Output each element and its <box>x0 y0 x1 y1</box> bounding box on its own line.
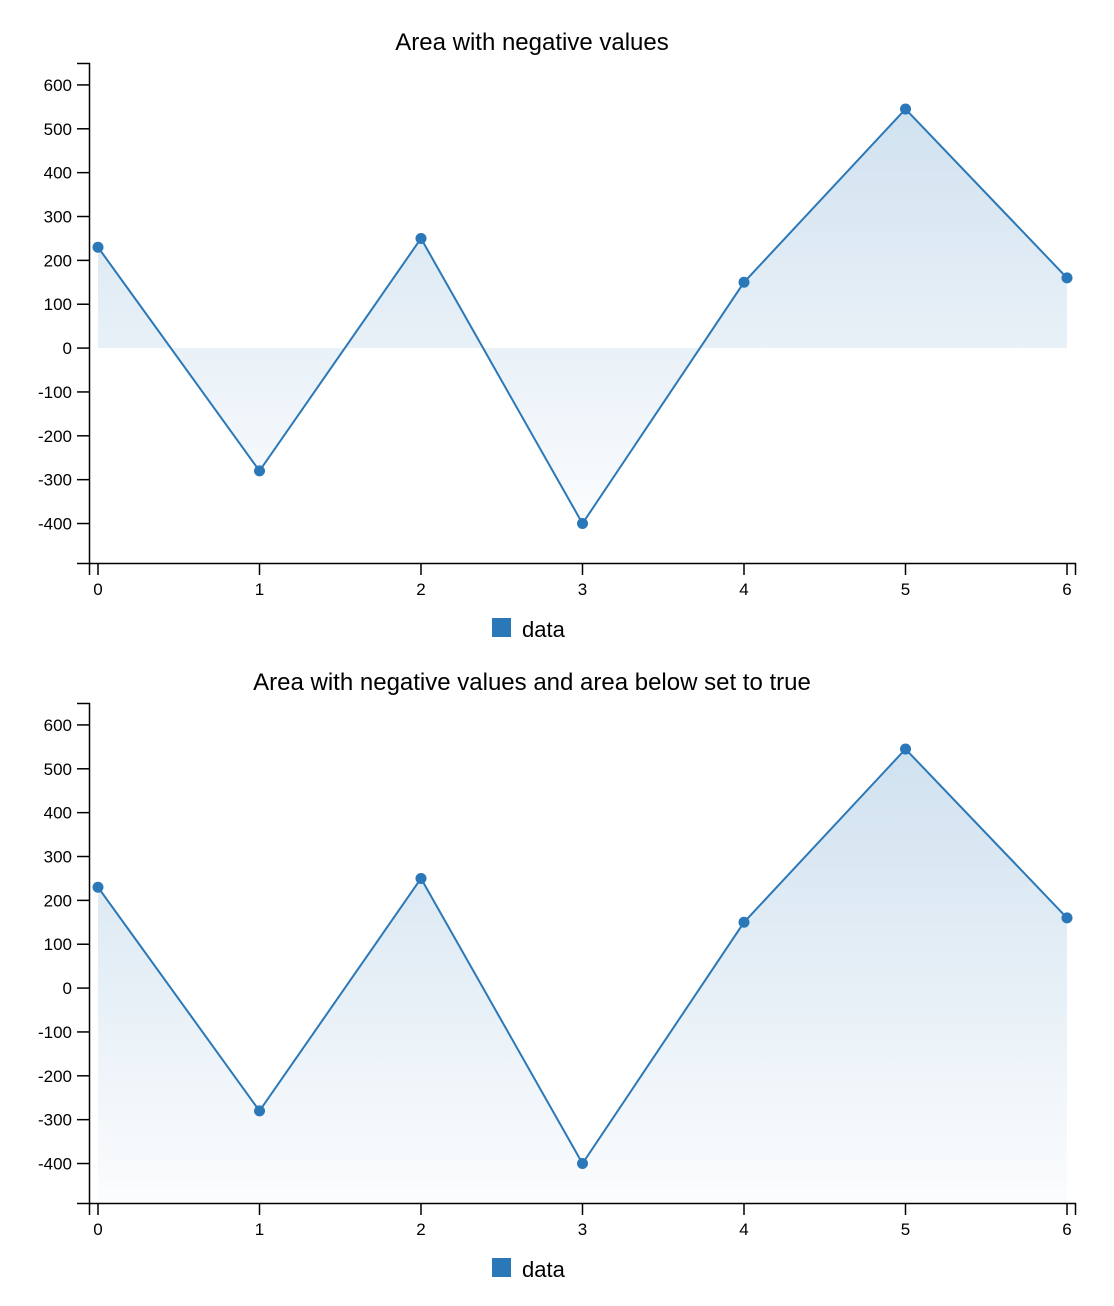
x-tick-label: 2 <box>416 1220 425 1239</box>
legend-item[interactable]: data <box>492 617 566 642</box>
x-tick-label: 5 <box>901 1220 910 1239</box>
chart-title: Area with negative values <box>395 29 669 56</box>
x-tick-label: 0 <box>93 580 102 599</box>
x-tick-label: 3 <box>578 580 587 599</box>
legend-swatch <box>492 618 511 637</box>
y-tick-label: 600 <box>44 76 72 95</box>
x-tick-label: 6 <box>1062 1220 1071 1239</box>
y-tick-label: 100 <box>44 295 72 314</box>
data-point[interactable] <box>900 743 911 755</box>
data-point[interactable] <box>900 103 911 115</box>
chart-title: Area with negative values and area below… <box>253 669 811 696</box>
y-tick-label: -200 <box>38 427 72 446</box>
data-point[interactable] <box>1061 272 1073 284</box>
chart-area-negative-area-below: Area with negative values and area below… <box>0 640 1114 1282</box>
data-point[interactable] <box>577 1158 588 1170</box>
y-tick-label: 300 <box>44 208 72 227</box>
x-tick-label: 2 <box>416 580 425 599</box>
x-tick-label: 0 <box>93 1220 102 1239</box>
y-tick-label: 500 <box>44 760 72 779</box>
data-point[interactable] <box>254 1105 265 1117</box>
legend-swatch <box>492 1258 511 1277</box>
y-tick-label: -300 <box>38 1111 72 1130</box>
x-tick-label: 1 <box>255 1220 264 1239</box>
y-axis <box>77 702 91 1205</box>
y-tick-label: -100 <box>38 1023 72 1042</box>
y-tick-label: 200 <box>44 251 72 270</box>
y-tick-label: 200 <box>44 891 72 910</box>
x-tick-label: 5 <box>901 580 910 599</box>
y-tick-label: -200 <box>38 1067 72 1086</box>
y-axis <box>77 62 91 565</box>
y-tick-label: 500 <box>44 120 72 139</box>
data-point[interactable] <box>577 518 588 530</box>
y-tick-label: 400 <box>44 804 72 823</box>
data-point[interactable] <box>254 465 265 477</box>
y-tick-label: -400 <box>38 1155 72 1174</box>
y-tick-label: -300 <box>38 471 72 490</box>
data-point[interactable] <box>1061 912 1073 924</box>
data-point[interactable] <box>738 916 750 928</box>
x-tick-label: 1 <box>255 580 264 599</box>
y-tick-label: 100 <box>44 935 72 954</box>
y-tick-label: 0 <box>63 339 72 358</box>
data-point[interactable] <box>92 881 104 893</box>
data-point[interactable] <box>415 872 427 884</box>
series-area <box>98 109 1067 524</box>
data-point[interactable] <box>738 276 750 288</box>
data-point[interactable] <box>92 241 104 253</box>
x-tick-label: 6 <box>1062 580 1071 599</box>
legend-item[interactable]: data <box>492 1257 566 1282</box>
y-tick-label: -100 <box>38 383 72 402</box>
x-tick-label: 4 <box>739 580 748 599</box>
chart-svg: Area with negative values600500400300200… <box>38 29 1077 642</box>
y-tick-label: -400 <box>38 515 72 534</box>
x-tick-label: 4 <box>739 1220 748 1239</box>
y-tick-label: 400 <box>44 164 72 183</box>
y-tick-label: 600 <box>44 716 72 735</box>
y-tick-label: 0 <box>63 979 72 998</box>
chart-area-negative: Area with negative values 600 500 400 300 200… <box>0 0 1114 642</box>
chart-svg: Area with negative values and area below… <box>38 669 1077 1282</box>
data-point[interactable] <box>415 232 427 244</box>
x-tick-label: 3 <box>578 1220 587 1239</box>
legend-label: data <box>522 1257 566 1280</box>
legend-label: data <box>522 617 566 640</box>
y-tick-label: 300 <box>44 848 72 867</box>
series-area <box>98 749 1067 1202</box>
